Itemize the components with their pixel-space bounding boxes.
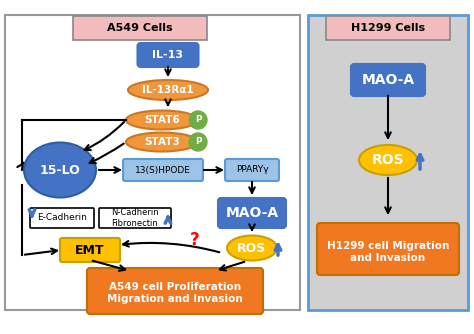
Text: PPARYγ: PPARYγ bbox=[236, 166, 268, 174]
FancyBboxPatch shape bbox=[351, 64, 425, 96]
FancyBboxPatch shape bbox=[5, 15, 300, 310]
Circle shape bbox=[189, 111, 207, 129]
FancyBboxPatch shape bbox=[218, 198, 286, 228]
Text: E-Cadherin: E-Cadherin bbox=[37, 213, 87, 222]
Text: ROS: ROS bbox=[372, 153, 404, 167]
FancyBboxPatch shape bbox=[99, 208, 171, 228]
Ellipse shape bbox=[359, 145, 417, 175]
FancyBboxPatch shape bbox=[317, 223, 459, 275]
Ellipse shape bbox=[227, 235, 277, 261]
Text: IL-13Rα1: IL-13Rα1 bbox=[142, 85, 194, 95]
Text: IL-13: IL-13 bbox=[153, 50, 183, 60]
FancyBboxPatch shape bbox=[60, 238, 120, 262]
Text: 15-LO: 15-LO bbox=[40, 164, 81, 176]
Text: P: P bbox=[195, 116, 201, 125]
Text: EMT: EMT bbox=[75, 243, 105, 257]
FancyBboxPatch shape bbox=[30, 208, 94, 228]
FancyBboxPatch shape bbox=[137, 43, 199, 67]
Text: 13(S)HPODE: 13(S)HPODE bbox=[135, 166, 191, 174]
Text: N-Cadherin
Fibronectin: N-Cadherin Fibronectin bbox=[111, 208, 159, 228]
Text: H1299 Cells: H1299 Cells bbox=[351, 23, 425, 33]
FancyBboxPatch shape bbox=[123, 159, 203, 181]
Text: MAO-A: MAO-A bbox=[226, 206, 279, 220]
Text: A549 cell Proliferation
Migration and Invasion: A549 cell Proliferation Migration and In… bbox=[107, 282, 243, 304]
FancyBboxPatch shape bbox=[225, 159, 279, 181]
Text: P: P bbox=[195, 138, 201, 147]
Ellipse shape bbox=[126, 111, 198, 130]
Ellipse shape bbox=[126, 133, 198, 152]
Ellipse shape bbox=[24, 143, 96, 197]
Circle shape bbox=[189, 133, 207, 151]
Text: ?: ? bbox=[190, 231, 200, 249]
Text: STAT6: STAT6 bbox=[144, 115, 180, 125]
Text: STAT3: STAT3 bbox=[144, 137, 180, 147]
FancyBboxPatch shape bbox=[73, 16, 207, 40]
Text: ROS: ROS bbox=[237, 241, 266, 255]
Ellipse shape bbox=[128, 80, 208, 100]
FancyBboxPatch shape bbox=[308, 15, 468, 310]
FancyBboxPatch shape bbox=[87, 268, 263, 314]
Text: MAO-A: MAO-A bbox=[362, 73, 415, 87]
FancyBboxPatch shape bbox=[326, 16, 450, 40]
Text: A549 Cells: A549 Cells bbox=[107, 23, 173, 33]
Text: H1299 cell Migration
and Invasion: H1299 cell Migration and Invasion bbox=[327, 240, 449, 264]
